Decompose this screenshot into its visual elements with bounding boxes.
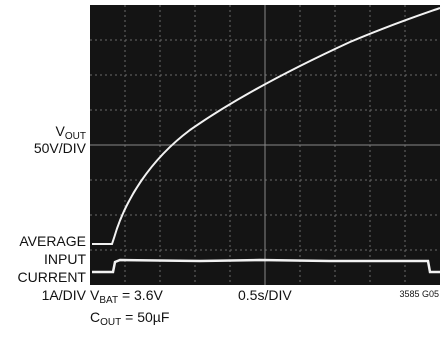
vbat-sub: BAT (99, 295, 118, 306)
figure-id: 3585 G05 (399, 289, 439, 299)
current-label-2: INPUT (44, 251, 86, 267)
cout-sub: OUT (100, 317, 121, 328)
cout-rest: = 50µF (121, 309, 169, 325)
page: {"labels": { "vout": {"main": "V", "sub"… (0, 0, 441, 338)
cout-main: C (90, 309, 100, 325)
current-label-1: AVERAGE (19, 233, 86, 249)
current-label-3: CURRENT (18, 269, 87, 285)
current-scale: 1A/DIV (42, 287, 87, 303)
scope-figure: VOUT 50V/DIV AVERAGE INPUT CURRENT 1A/DI… (0, 0, 441, 338)
vbat-rest: = 3.6V (118, 287, 163, 303)
time-scale: 0.5s/DIV (238, 287, 292, 303)
cout-label: COUT = 50µF (90, 309, 169, 328)
vbat-label: VBAT = 3.6V (90, 287, 163, 306)
vout-scale: 50V/DIV (34, 140, 87, 156)
